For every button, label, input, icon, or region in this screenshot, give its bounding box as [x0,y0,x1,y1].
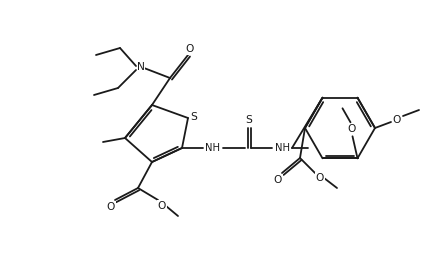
Text: NH: NH [206,143,220,153]
Text: O: O [316,173,324,183]
Text: O: O [158,201,166,211]
Text: S: S [246,115,252,125]
Text: O: O [274,175,282,185]
Text: O: O [347,124,356,134]
Text: O: O [107,202,115,212]
Text: S: S [190,112,198,122]
Text: O: O [393,115,401,125]
Text: O: O [186,44,194,54]
Text: NH: NH [274,143,289,153]
Text: N: N [137,62,145,72]
